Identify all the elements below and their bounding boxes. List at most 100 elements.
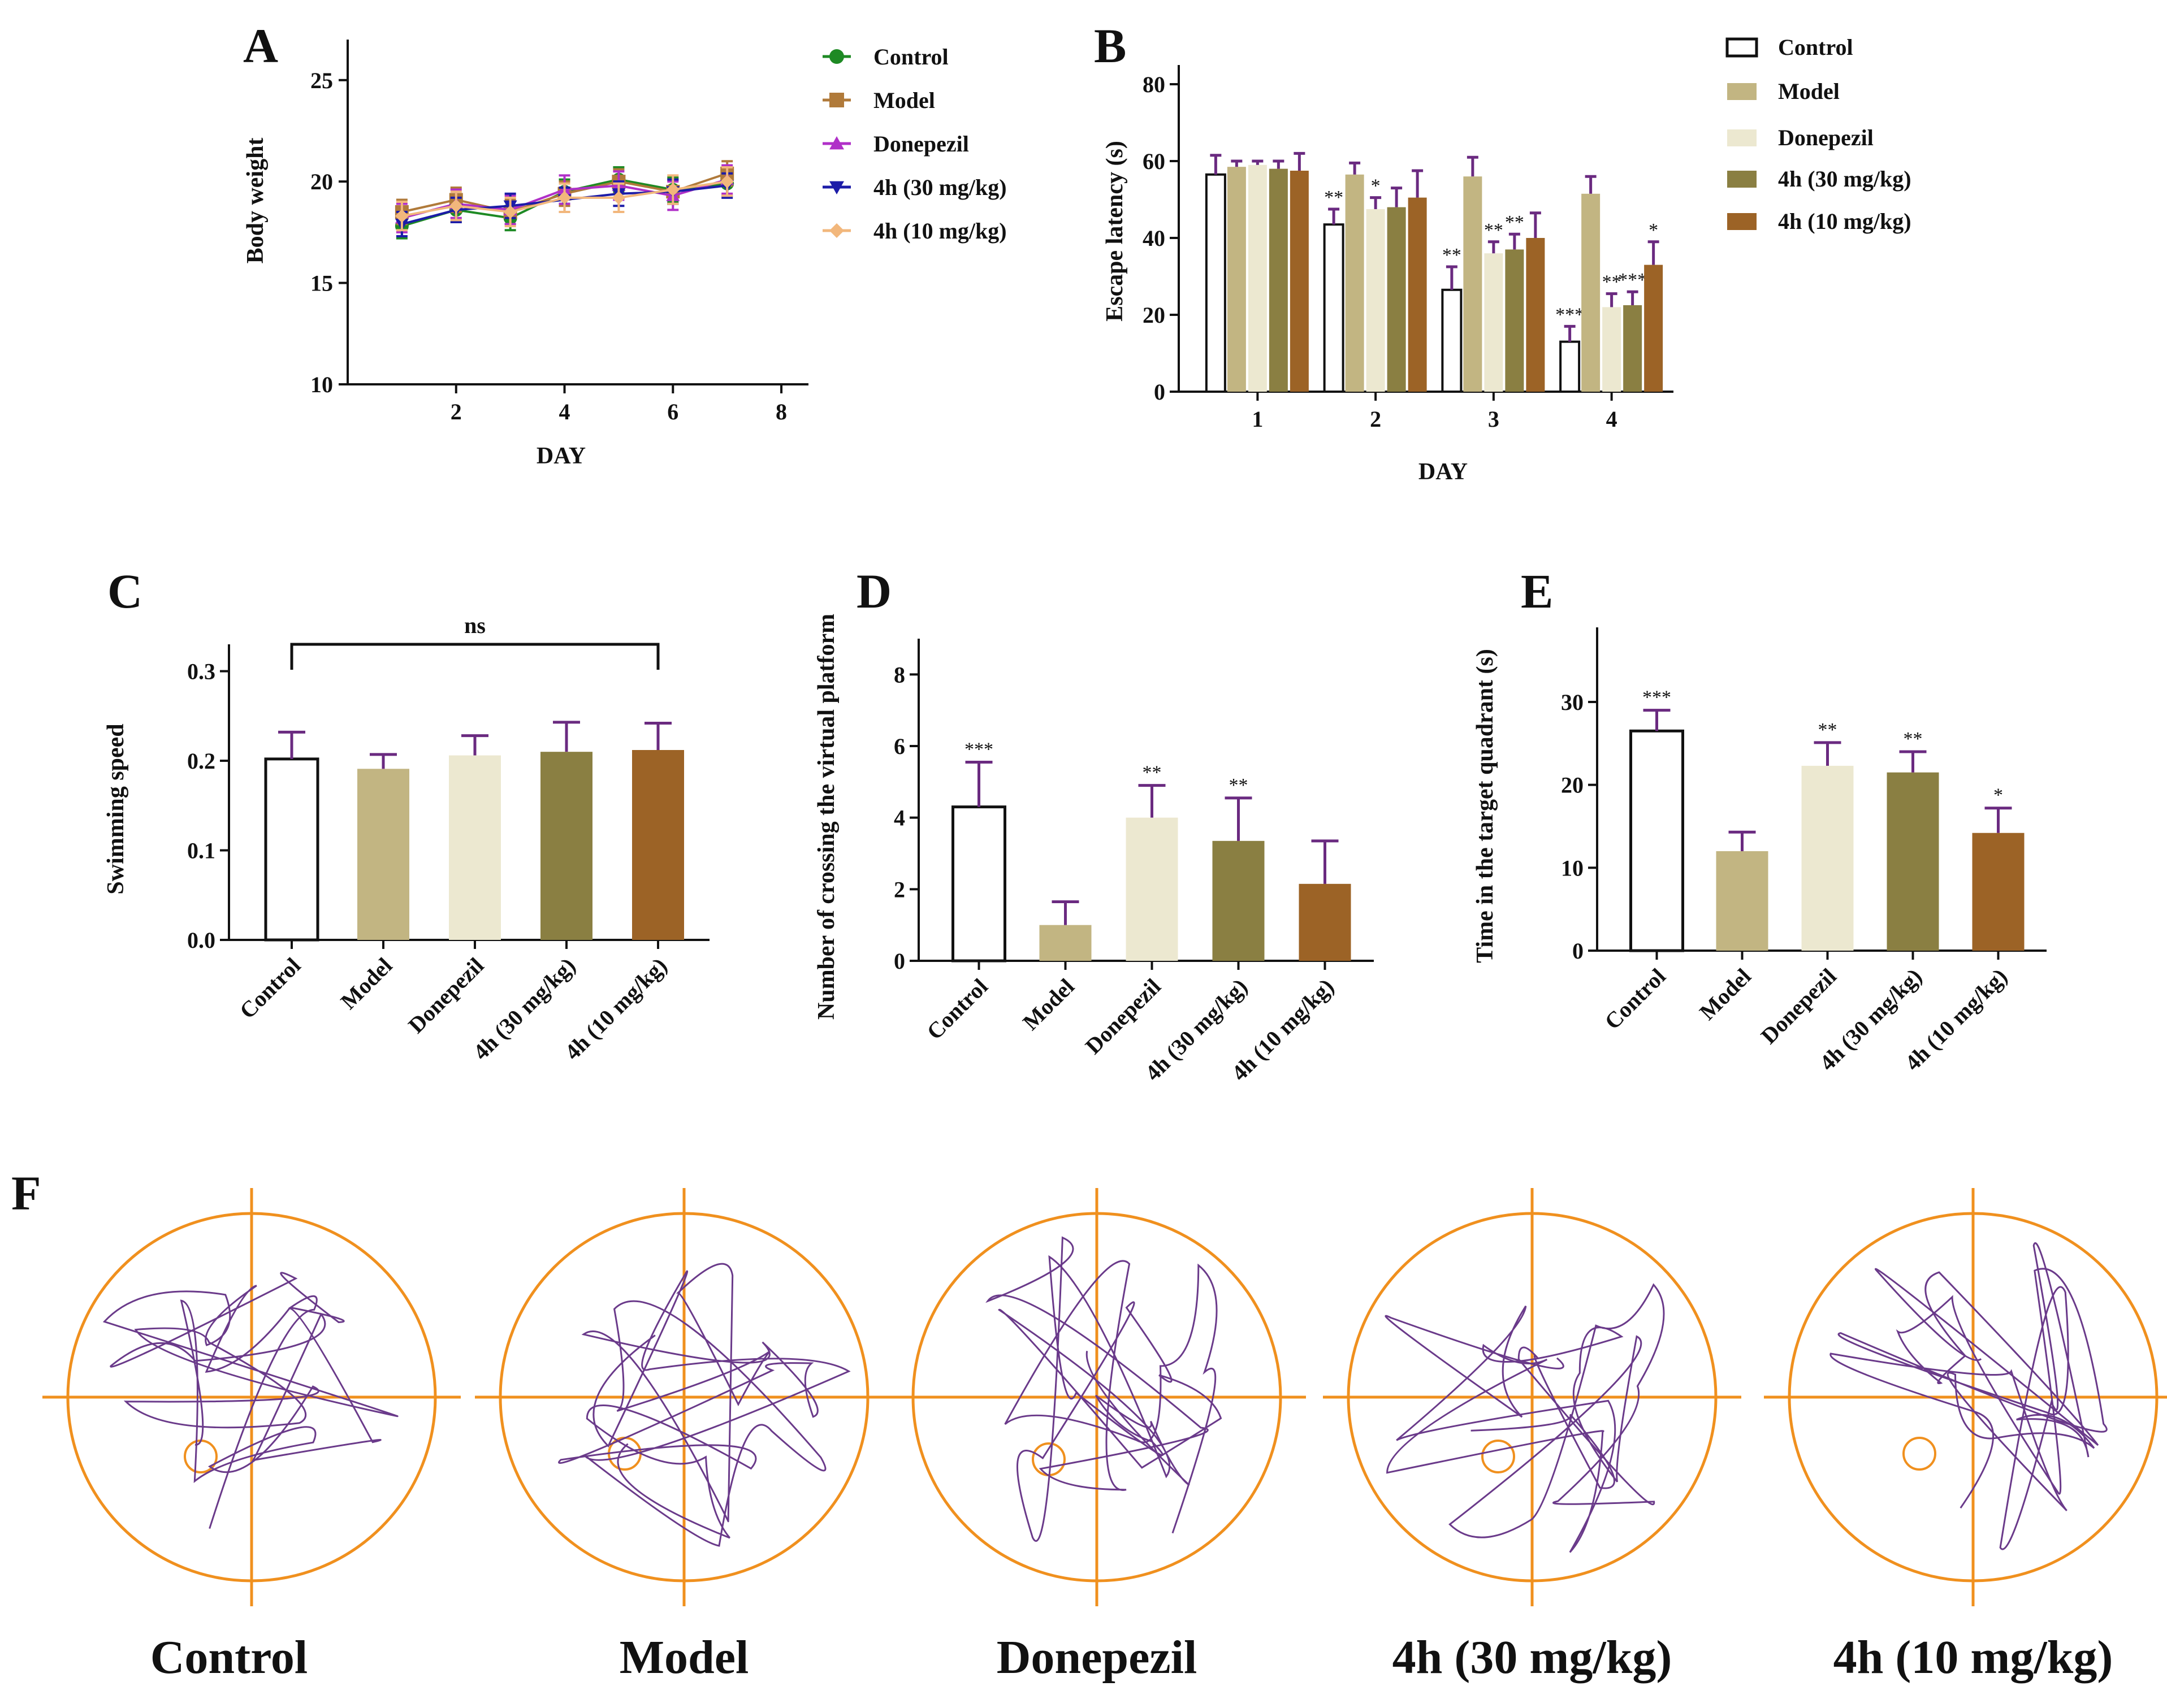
maze-label: Model <box>620 1631 749 1684</box>
significance-mark: ** <box>1818 719 1837 740</box>
panel-letter-f: F <box>11 1166 41 1220</box>
maze-label: 4h (10 mg/kg) <box>1833 1631 2113 1684</box>
maze-2: Model <box>475 1188 893 1684</box>
significance-mark: *** <box>1618 270 1647 291</box>
x-tick-label: Model <box>1018 974 1079 1035</box>
data-point <box>720 175 734 189</box>
significance-mark: ** <box>1324 187 1343 208</box>
bar <box>1644 265 1663 392</box>
x-tick-label: Control <box>1599 964 1671 1035</box>
bar <box>1559 340 1581 393</box>
legend-label: Model <box>873 88 935 113</box>
bar <box>1299 883 1351 961</box>
y-tick-label: 0.3 <box>187 659 215 684</box>
panel-letter-e: E <box>1521 564 1553 618</box>
significance-mark: * <box>1371 176 1381 197</box>
significance-mark: ** <box>1505 212 1524 233</box>
data-point <box>449 199 463 213</box>
x-axis-title: DAY <box>537 443 586 469</box>
ns-bracket <box>290 643 660 670</box>
significance-mark: *** <box>1555 304 1584 325</box>
bar <box>1269 168 1288 392</box>
y-tick-label: 20 <box>1143 302 1165 328</box>
bar <box>1484 253 1503 392</box>
bar <box>1323 223 1344 393</box>
swim-path <box>985 1236 1222 1542</box>
y-tick-label: 80 <box>1143 72 1165 97</box>
legend-swatch-marker <box>829 136 844 150</box>
legend-label: 4h (30 mg/kg) <box>873 175 1007 200</box>
swim-path <box>1385 1283 1665 1553</box>
maze-label: Control <box>150 1631 308 1684</box>
bar <box>1205 173 1226 393</box>
panel-letter-d: D <box>857 564 892 618</box>
chart-a-legend: Control Model Donepezil 4h (30 mg/kg) 4h (10… <box>823 44 1007 244</box>
y-tick-label: 2 <box>894 877 905 902</box>
x-tick-label: Model <box>336 953 397 1015</box>
bar <box>449 755 501 940</box>
legend-swatch <box>1727 83 1757 100</box>
y-tick-label: 20 <box>1561 773 1584 798</box>
legend-label: 4h (30 mg/kg) <box>1778 166 1911 192</box>
y-tick-label: 0.0 <box>187 927 215 953</box>
maze-4: 4h (30 mg/kg) <box>1323 1188 1741 1684</box>
x-tick-label: Model <box>1694 964 1756 1025</box>
y-tick-label: 10 <box>310 372 333 397</box>
significance-mark: ** <box>1602 272 1621 293</box>
chart-a-body-weight: 10 15 20 25 2 4 6 8 DAY Body weight <box>243 40 808 469</box>
panel-letter-b: B <box>1094 19 1126 73</box>
legend-swatch <box>1727 129 1757 146</box>
bar <box>1227 167 1246 392</box>
x-tick-label: 2 <box>1370 406 1381 432</box>
y-axis-title: Body weight <box>243 138 269 264</box>
significance-mark: ** <box>1904 729 1923 749</box>
bar <box>1887 772 1939 951</box>
y-tick-label: 0.2 <box>187 748 215 774</box>
y-tick-label: 6 <box>894 734 905 759</box>
bar <box>1290 171 1309 392</box>
x-tick-label: 1 <box>1252 406 1263 432</box>
bar <box>1387 207 1406 392</box>
x-tick-label: 4 <box>559 399 570 424</box>
bar <box>1526 238 1545 392</box>
y-tick-label: 20 <box>310 169 333 194</box>
x-tick-label: Donepezil <box>403 953 488 1038</box>
significance-mark: *** <box>1642 687 1671 708</box>
data-point <box>666 183 680 197</box>
y-tick-label: 0 <box>1154 379 1165 405</box>
bar <box>1505 249 1524 392</box>
bar <box>1126 817 1178 961</box>
bar <box>357 769 409 940</box>
bar <box>1629 729 1684 952</box>
swim-path <box>1829 1242 2108 1550</box>
y-tick-label: 15 <box>310 271 333 296</box>
y-tick-label: 0 <box>1572 938 1584 964</box>
legend-swatch <box>1727 171 1757 188</box>
data-point <box>612 190 626 205</box>
bar <box>632 750 684 940</box>
bar <box>1581 193 1601 392</box>
maze-label: 4h (30 mg/kg) <box>1392 1631 1672 1684</box>
x-tick-label: Control <box>922 974 993 1045</box>
x-tick-label: Donepezil <box>1080 974 1166 1059</box>
legend-label: 4h (10 mg/kg) <box>1778 209 1911 234</box>
bar <box>1801 765 1854 951</box>
ns-label: ns <box>464 613 486 638</box>
legend-swatch-marker <box>829 93 844 107</box>
y-axis-title: Swimming speed <box>103 723 129 894</box>
maze-5: 4h (10 mg/kg) <box>1764 1188 2167 1684</box>
legend-label: Control <box>873 44 949 70</box>
legend-swatch-marker <box>829 181 844 194</box>
legend-label: Donepezil <box>873 131 969 157</box>
bar <box>1248 164 1267 392</box>
y-tick-label: 0 <box>894 948 905 974</box>
platform-circle <box>1481 1440 1515 1473</box>
swim-path <box>558 1263 851 1547</box>
significance-mark: ** <box>1229 775 1248 796</box>
x-axis-title: DAY <box>1418 459 1468 485</box>
bar <box>1716 851 1768 951</box>
swim-path <box>102 1272 399 1529</box>
x-tick-label: Donepezil <box>1756 964 1841 1049</box>
